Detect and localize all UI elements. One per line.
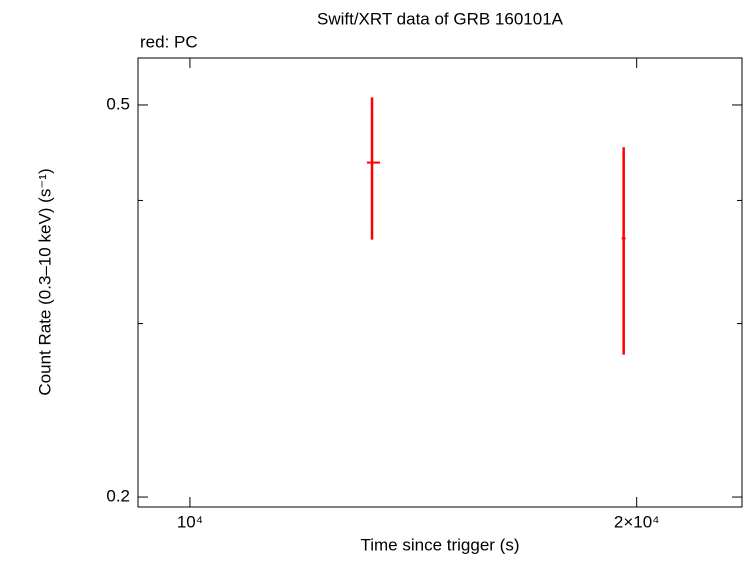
plot-frame xyxy=(137,57,743,508)
y-axis-label: Count Rate (0.3–10 keV) (s⁻¹) xyxy=(35,168,54,395)
subtitle: red: PC xyxy=(140,32,198,51)
x-tick-label: 2×10⁴ xyxy=(614,512,660,531)
y-tick-label: 0.5 xyxy=(106,94,130,113)
x-tick-label: 10⁴ xyxy=(177,512,203,531)
x-axis-label: Time since trigger (s) xyxy=(360,535,519,554)
chart-title: Swift/XRT data of GRB 160101A xyxy=(317,9,564,28)
y-tick-label: 0.2 xyxy=(106,487,130,506)
